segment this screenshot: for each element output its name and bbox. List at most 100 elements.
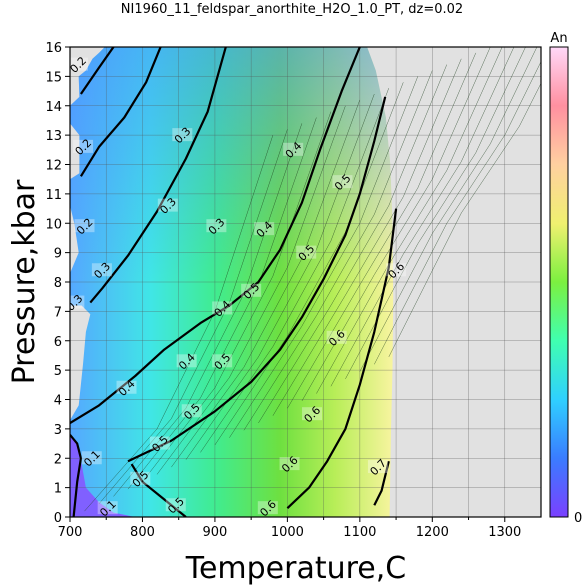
contour-label: 0.7 xyxy=(368,457,390,479)
contour-label: 0.2 xyxy=(70,54,89,76)
contour-label: 0.4 xyxy=(283,139,305,161)
contour-label-bg xyxy=(116,380,137,394)
contour-label-bg xyxy=(157,198,178,212)
contour-line-0.5 xyxy=(130,463,187,517)
contour-label: 0.4 xyxy=(176,351,198,373)
contour-line-0.2 xyxy=(79,47,162,177)
y-tick-label: 13 xyxy=(45,129,62,144)
y-tick-label: 1 xyxy=(54,482,62,497)
contour-line-0.7 xyxy=(373,460,390,506)
colorbar-label: An xyxy=(550,31,567,46)
contour-label-bg xyxy=(149,436,170,450)
contour-label-bg xyxy=(212,354,233,368)
contour-line-0.1 xyxy=(70,434,82,517)
y-tick-label: 0 xyxy=(54,511,62,526)
thin-contour xyxy=(388,82,541,358)
thin-contour xyxy=(214,82,404,446)
contour-label: 0.4 xyxy=(116,377,138,399)
thin-contour xyxy=(229,76,419,438)
colorbar: An 0 xyxy=(549,31,582,526)
contour-label: 0.4 xyxy=(254,219,276,241)
contour-label: 0.3 xyxy=(157,195,179,217)
contour-label-bg xyxy=(241,283,262,297)
contour-label-bg xyxy=(302,407,323,421)
x-tick-label: 1200 xyxy=(416,525,449,540)
contour-label-bg xyxy=(165,498,186,512)
contour-label: 0.1 xyxy=(81,448,103,470)
contour-label: 0.2 xyxy=(74,216,96,238)
contour-label-bg xyxy=(181,404,202,418)
y-tick-label: 4 xyxy=(54,394,62,409)
x-tick-label: 800 xyxy=(130,525,155,540)
bold-contours xyxy=(70,47,398,517)
thin-contour xyxy=(301,47,491,402)
contour-label-bg xyxy=(172,128,193,142)
y-tick-label: 15 xyxy=(45,70,62,85)
contour-label-bg xyxy=(74,219,95,233)
chart-title: NI1960_11_feldspar_anorthite_H2O_1.0_PT,… xyxy=(121,2,463,17)
x-axis-label: Temperature,C xyxy=(185,551,407,586)
contour-label-bg xyxy=(91,263,112,277)
contour-label-bg xyxy=(130,471,151,485)
grid-lines xyxy=(70,47,541,517)
contour-label-bg xyxy=(296,245,317,259)
contour-label: 0.5 xyxy=(212,351,234,373)
contour-label: 0.3 xyxy=(91,260,113,282)
contour-label: 0.5 xyxy=(296,242,318,264)
x-tick-label: 1300 xyxy=(488,525,521,540)
x-axis-ticks: 700 800 900 1000 1100 1200 1300 xyxy=(58,517,521,540)
thin-contour xyxy=(200,88,390,453)
y-tick-label: 9 xyxy=(54,247,62,262)
y-tick-label: 12 xyxy=(45,159,62,174)
colorbar-scale xyxy=(549,46,569,518)
thin-contour xyxy=(316,47,503,394)
contour-label: 0.1 xyxy=(97,498,119,517)
contour-line-0.2 xyxy=(79,47,115,95)
contour-label: 0.3 xyxy=(206,216,228,238)
y-tick-label: 5 xyxy=(54,364,62,379)
thin-contour xyxy=(98,129,288,504)
x-tick-label: 1000 xyxy=(271,525,304,540)
thin-contour xyxy=(272,58,462,416)
contour-label-bg xyxy=(332,175,353,189)
contour-label-bg xyxy=(73,139,94,153)
y-tick-label: 10 xyxy=(45,217,62,232)
low-an-zone xyxy=(70,434,136,517)
contour-label-bg xyxy=(254,222,275,236)
plot-area: 0.2 0.2 0.2 0.3 0.3 0.3 0.3 0.3 0.4 0.4 0.4 0.4 0.4 0… xyxy=(69,46,542,518)
contour-label-bg xyxy=(367,460,388,474)
contour-line-0.3 xyxy=(89,47,227,304)
y-axis-label: Pressure,kbar xyxy=(7,179,42,384)
thin-contour xyxy=(345,47,526,380)
y-tick-label: 14 xyxy=(45,100,62,115)
x-tick-label: 1100 xyxy=(343,525,376,540)
contour-label: 0.5 xyxy=(332,172,354,194)
contour-line-0.5 xyxy=(127,96,387,463)
thin-contour xyxy=(359,47,538,372)
contour-label: 0.6 xyxy=(326,327,348,349)
contour-label-bg xyxy=(386,263,407,277)
contour-label: 0.5 xyxy=(241,280,263,302)
colorbar-min-label: 0 xyxy=(574,511,582,526)
contour-label: 0.6 xyxy=(279,454,301,476)
contour-labels: 0.2 0.2 0.2 0.3 0.3 0.3 0.3 0.3 0.4 0.4 0.4 0.4 0.4 0… xyxy=(70,54,407,517)
thin-contour xyxy=(84,135,274,512)
contour-label: 0.6 xyxy=(257,498,279,517)
y-tick-label: 7 xyxy=(54,305,62,320)
thin-contour xyxy=(185,93,375,460)
y-tick-label: 6 xyxy=(54,335,62,350)
y-tick-label: 16 xyxy=(45,41,62,56)
contour-label-bg xyxy=(326,330,347,344)
thin-contour xyxy=(287,52,477,409)
contour-line-0.6 xyxy=(286,208,398,509)
contour-line-0.4 xyxy=(70,47,361,424)
thin-contour xyxy=(258,64,448,424)
contour-label: 0.2 xyxy=(73,136,95,158)
contour-label-bg xyxy=(81,451,102,465)
x-tick-label: 900 xyxy=(203,525,228,540)
y-tick-label: 11 xyxy=(45,188,62,203)
contour-label-bg xyxy=(176,354,197,368)
contour-label: 0.4 xyxy=(212,298,234,320)
